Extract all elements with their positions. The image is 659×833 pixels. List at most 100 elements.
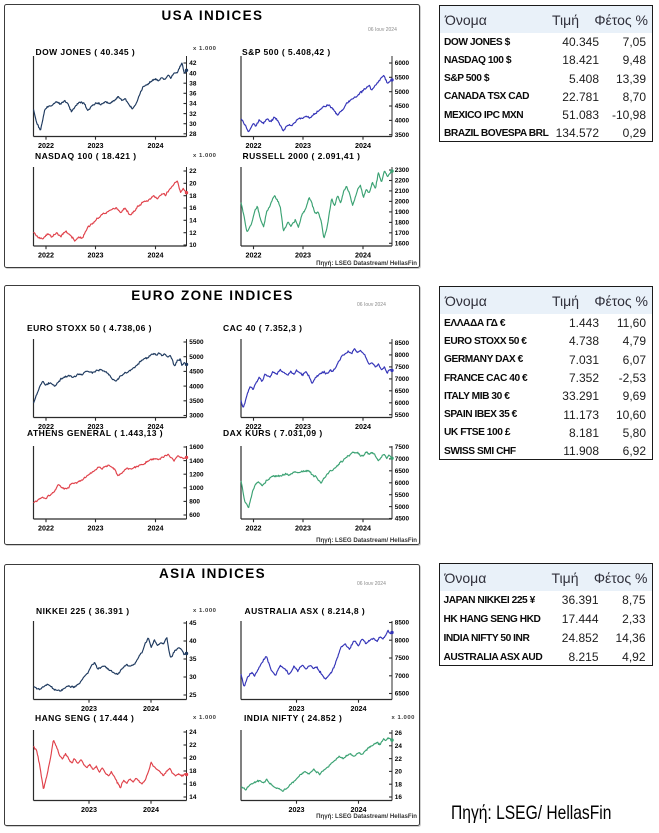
svg-text:6500: 6500 <box>395 388 410 395</box>
svg-text:7500: 7500 <box>395 444 410 451</box>
svg-text:2023: 2023 <box>289 805 305 814</box>
svg-text:2024: 2024 <box>355 422 371 431</box>
svg-text:2023: 2023 <box>81 704 97 713</box>
svg-text:38: 38 <box>189 80 197 87</box>
svg-text:2022: 2022 <box>246 422 262 431</box>
svg-text:30: 30 <box>189 674 197 681</box>
svg-text:4500: 4500 <box>189 369 204 376</box>
svg-text:2022: 2022 <box>38 141 54 150</box>
svg-text:22: 22 <box>395 756 403 763</box>
svg-text:3500: 3500 <box>189 398 204 405</box>
svg-text:5500: 5500 <box>395 75 410 82</box>
svg-text:5500: 5500 <box>395 492 410 499</box>
svg-text:4500: 4500 <box>395 516 410 523</box>
svg-text:2024: 2024 <box>143 704 159 713</box>
svg-text:30: 30 <box>189 121 197 128</box>
svg-text:16: 16 <box>189 205 197 212</box>
svg-text:35: 35 <box>189 656 197 663</box>
svg-text:36: 36 <box>189 91 197 98</box>
svg-text:26: 26 <box>395 730 403 737</box>
svg-text:6500: 6500 <box>395 691 410 698</box>
svg-text:2023: 2023 <box>88 523 104 532</box>
svg-text:1600: 1600 <box>189 444 204 451</box>
svg-text:2024: 2024 <box>355 141 371 150</box>
svg-text:2022: 2022 <box>246 141 262 150</box>
svg-text:1200: 1200 <box>189 471 204 478</box>
svg-text:16: 16 <box>189 781 197 788</box>
svg-text:18: 18 <box>189 193 197 200</box>
svg-text:10: 10 <box>189 242 197 249</box>
svg-text:14: 14 <box>189 218 197 225</box>
svg-text:2023: 2023 <box>88 141 104 150</box>
svg-text:1900: 1900 <box>395 209 410 216</box>
svg-text:2023: 2023 <box>289 704 305 713</box>
svg-text:8500: 8500 <box>395 340 410 347</box>
svg-text:6000: 6000 <box>395 60 410 67</box>
svg-text:18: 18 <box>189 768 197 775</box>
svg-text:2100: 2100 <box>395 188 410 195</box>
svg-text:1700: 1700 <box>395 230 410 237</box>
svg-text:2024: 2024 <box>351 704 367 713</box>
svg-text:7000: 7000 <box>395 673 410 680</box>
svg-text:2200: 2200 <box>395 178 410 185</box>
svg-text:45: 45 <box>189 620 197 627</box>
svg-text:2024: 2024 <box>143 805 159 814</box>
svg-text:2022: 2022 <box>246 250 262 259</box>
svg-text:800: 800 <box>189 499 200 506</box>
svg-text:2022: 2022 <box>38 250 54 259</box>
svg-text:20: 20 <box>189 755 197 762</box>
svg-text:1400: 1400 <box>189 458 204 465</box>
svg-text:40: 40 <box>189 70 197 77</box>
svg-text:2024: 2024 <box>355 250 371 259</box>
svg-text:24: 24 <box>189 729 197 736</box>
svg-text:6500: 6500 <box>395 468 410 475</box>
svg-text:12: 12 <box>189 230 197 237</box>
svg-text:4500: 4500 <box>395 103 410 110</box>
svg-text:600: 600 <box>189 512 200 519</box>
svg-text:4000: 4000 <box>189 383 204 390</box>
svg-text:1800: 1800 <box>395 220 410 227</box>
svg-text:2022: 2022 <box>246 523 262 532</box>
svg-text:24: 24 <box>395 743 403 750</box>
svg-text:8000: 8000 <box>395 638 410 645</box>
svg-text:2000: 2000 <box>395 199 410 206</box>
svg-text:16: 16 <box>395 794 403 801</box>
svg-text:2023: 2023 <box>295 250 311 259</box>
svg-text:42: 42 <box>189 60 197 67</box>
svg-text:5000: 5000 <box>395 504 410 511</box>
svg-text:7000: 7000 <box>395 456 410 463</box>
svg-text:5000: 5000 <box>189 354 204 361</box>
svg-text:22: 22 <box>189 742 197 749</box>
svg-text:1600: 1600 <box>395 241 410 248</box>
svg-text:2023: 2023 <box>295 422 311 431</box>
svg-text:7500: 7500 <box>395 655 410 662</box>
svg-text:32: 32 <box>189 111 197 118</box>
svg-text:2023: 2023 <box>88 422 104 431</box>
svg-text:2024: 2024 <box>148 523 164 532</box>
svg-text:2024: 2024 <box>355 523 371 532</box>
svg-text:22: 22 <box>189 168 197 175</box>
svg-text:28: 28 <box>189 131 197 138</box>
svg-text:1000: 1000 <box>189 485 204 492</box>
svg-text:40: 40 <box>189 638 197 645</box>
svg-text:6000: 6000 <box>395 400 410 407</box>
svg-text:3500: 3500 <box>395 132 410 139</box>
svg-text:6000: 6000 <box>395 480 410 487</box>
svg-text:2023: 2023 <box>81 805 97 814</box>
svg-text:2024: 2024 <box>148 422 164 431</box>
svg-text:7000: 7000 <box>395 376 410 383</box>
svg-text:4000: 4000 <box>395 118 410 125</box>
svg-text:5500: 5500 <box>395 412 410 419</box>
svg-text:2300: 2300 <box>395 167 410 174</box>
svg-text:25: 25 <box>189 692 197 699</box>
svg-text:20: 20 <box>189 181 197 188</box>
svg-text:2024: 2024 <box>148 250 164 259</box>
svg-text:2022: 2022 <box>38 422 54 431</box>
svg-text:5000: 5000 <box>395 89 410 96</box>
svg-text:2023: 2023 <box>295 523 311 532</box>
svg-text:20: 20 <box>395 769 403 776</box>
svg-text:18: 18 <box>395 781 403 788</box>
svg-text:3000: 3000 <box>189 413 204 420</box>
svg-text:2024: 2024 <box>351 805 367 814</box>
svg-text:5500: 5500 <box>189 339 204 346</box>
